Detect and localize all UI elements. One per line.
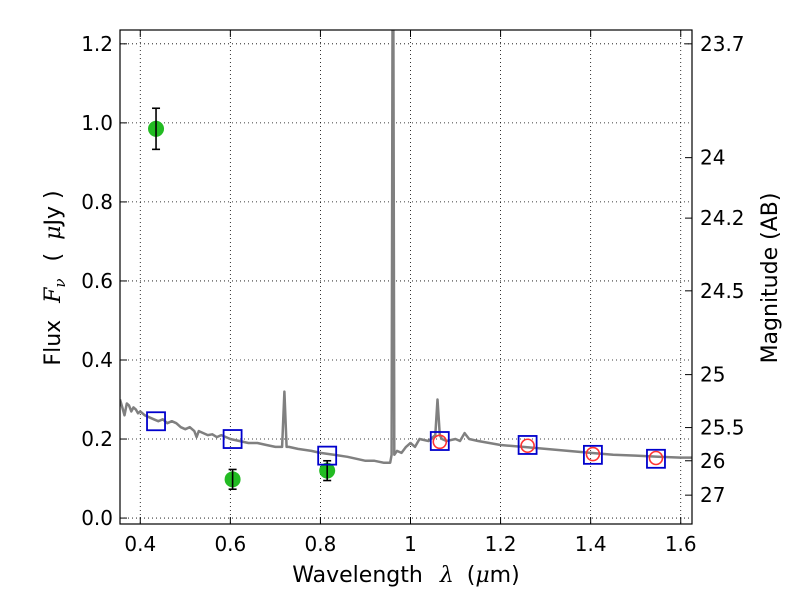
magnitude-tick-label: 24 — [700, 146, 725, 170]
x-tick-label: 0.8 — [305, 532, 337, 556]
magnitude-tick-label: 24.2 — [700, 206, 745, 230]
model-box-marker — [429, 431, 450, 451]
magnitude-axis-label: Magnitude (AB) — [758, 193, 783, 364]
magnitude-tick-label: 25 — [700, 363, 725, 387]
model-box-marker — [583, 444, 603, 465]
x-tick-label: 1.4 — [575, 532, 607, 556]
y-tick-labels: 0.0 0.2 0.4 0.6 0.8 1.0 1.2 — [81, 32, 113, 530]
y-tick-label: 0.0 — [81, 506, 113, 530]
y-tick-label: 1.2 — [81, 32, 113, 56]
x-tick-label: 1.2 — [485, 532, 517, 556]
model-box-marker — [146, 411, 166, 432]
y-tick-label: 1.0 — [81, 111, 113, 135]
magnitude-tick-labels: 23.7 24 24.2 24.5 25 25.5 26 27 — [700, 32, 745, 507]
model-box-marker — [317, 445, 338, 466]
model-box-marker — [646, 448, 666, 469]
y-axis-label: Flux Fν ( μJy ) — [41, 190, 71, 365]
x-tick-label: 1 — [404, 532, 417, 556]
series-layer — [120, 30, 692, 491]
y-tick-label: 0.8 — [81, 190, 113, 214]
model-circle-marker — [648, 450, 664, 466]
magnitude-tick-label: 26 — [700, 449, 725, 473]
model-circle-marker — [432, 434, 448, 450]
plot-frame — [119, 29, 693, 525]
magnitude-tick-label: 25.5 — [700, 416, 745, 440]
sed-line — [120, 30, 692, 464]
magnitude-tick-label: 27 — [700, 483, 725, 507]
grid — [120, 30, 692, 524]
model-circle-marker — [520, 438, 535, 454]
x-tick-labels: 0.4 0.6 0.8 1 1.2 1.4 1.6 — [124, 532, 696, 556]
x-tick-label: 1.6 — [665, 532, 697, 556]
x-axis-label: Wavelength λ (μm) — [292, 563, 519, 588]
x-tick-label: 0.6 — [214, 532, 246, 556]
magnitude-tick-label: 24.5 — [700, 279, 745, 303]
model-box-marker — [222, 429, 243, 449]
y-tick-label: 0.6 — [81, 269, 113, 293]
y-tick-label: 0.4 — [81, 348, 113, 372]
plot-background — [120, 30, 692, 524]
magnitude-tick-label: 23.7 — [700, 32, 745, 56]
x-tick-label: 0.4 — [124, 532, 156, 556]
model-box-marker — [517, 435, 538, 455]
model-circle-marker — [585, 446, 601, 462]
y-tick-label: 0.2 — [81, 427, 113, 451]
tick-marks — [120, 30, 692, 524]
